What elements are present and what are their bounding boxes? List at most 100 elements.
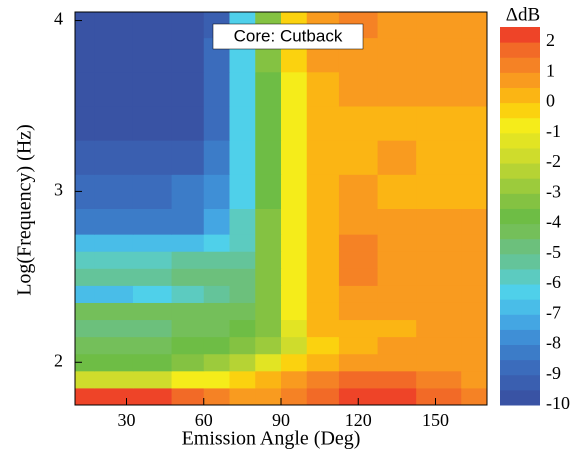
cell [377, 71, 417, 107]
cell [377, 319, 417, 338]
cell [229, 71, 256, 107]
cell [132, 208, 173, 235]
x-tick-label: 60 [195, 410, 213, 430]
cell [416, 12, 462, 39]
cell [306, 302, 340, 321]
colorbar-band [500, 72, 540, 88]
cell [306, 251, 340, 269]
colorbar-band [500, 208, 540, 225]
cell [416, 251, 462, 269]
cell [203, 174, 230, 209]
cell [75, 370, 95, 389]
cell [171, 285, 205, 303]
cell [203, 387, 230, 406]
cell [229, 268, 256, 286]
cell [306, 140, 340, 175]
x-axis-label: Emission Angle (Deg) [182, 428, 361, 450]
cell [171, 37, 205, 73]
cell [94, 105, 134, 141]
cell [255, 285, 282, 303]
x-tick-label: 90 [272, 410, 290, 430]
cell [229, 174, 256, 209]
cell [461, 12, 488, 39]
cell [94, 174, 134, 209]
cell [171, 268, 205, 286]
cell [203, 71, 230, 107]
cell [306, 71, 340, 107]
cell [338, 387, 379, 406]
cell [461, 336, 488, 355]
cell [377, 251, 417, 269]
cell [75, 319, 95, 338]
cell [461, 268, 488, 286]
cell [281, 251, 308, 269]
colorbar-tick-label: -3 [546, 181, 561, 201]
cell [416, 353, 462, 372]
cell [416, 234, 462, 252]
cell [132, 336, 173, 355]
cell [338, 268, 379, 286]
cell [203, 370, 230, 389]
cell [416, 71, 462, 107]
cell [75, 12, 95, 39]
colorbar-band [500, 344, 540, 361]
cell [75, 37, 95, 73]
cell [377, 174, 417, 209]
colorbar-band [500, 284, 540, 300]
cell [281, 234, 308, 252]
cell [461, 105, 488, 141]
colorbar-band [500, 253, 540, 270]
colorbar-band [500, 314, 540, 330]
cell [94, 12, 134, 39]
cell [338, 71, 379, 107]
cell [203, 336, 230, 355]
cell [229, 234, 256, 252]
cell [416, 208, 462, 235]
colorbar-band [500, 163, 540, 179]
colorbar-band [500, 359, 540, 376]
colorbar-tick-label: 0 [546, 91, 555, 111]
cell [306, 319, 340, 338]
cell [377, 140, 417, 175]
cell [377, 353, 417, 372]
cell [75, 105, 95, 141]
cell [203, 140, 230, 175]
cell [338, 208, 379, 235]
cell [461, 208, 488, 235]
cell [461, 302, 488, 321]
cell [203, 285, 230, 303]
cell [229, 285, 256, 303]
cell [461, 174, 488, 209]
cell [132, 251, 173, 269]
cell [306, 387, 340, 406]
cell [338, 336, 379, 355]
colorbar-tick-label: -2 [546, 151, 561, 171]
cell [461, 251, 488, 269]
cell [255, 140, 282, 175]
colorbar-band [500, 178, 540, 194]
cell [306, 285, 340, 303]
cell [338, 105, 379, 141]
colorbar-band [500, 27, 540, 43]
cell [281, 353, 308, 372]
cell [416, 37, 462, 73]
cell [75, 140, 95, 175]
cell [132, 12, 173, 39]
cell [338, 353, 379, 372]
cell [255, 174, 282, 209]
cell [203, 208, 230, 235]
cell [338, 251, 379, 269]
cell [171, 105, 205, 141]
cell [203, 268, 230, 286]
cell [416, 302, 462, 321]
cell [132, 387, 173, 406]
cell [306, 353, 340, 372]
colorbar-band [500, 102, 540, 119]
cell [338, 174, 379, 209]
cell [255, 105, 282, 141]
cell [203, 251, 230, 269]
cell [94, 387, 134, 406]
cell [171, 234, 205, 252]
cell [281, 140, 308, 175]
